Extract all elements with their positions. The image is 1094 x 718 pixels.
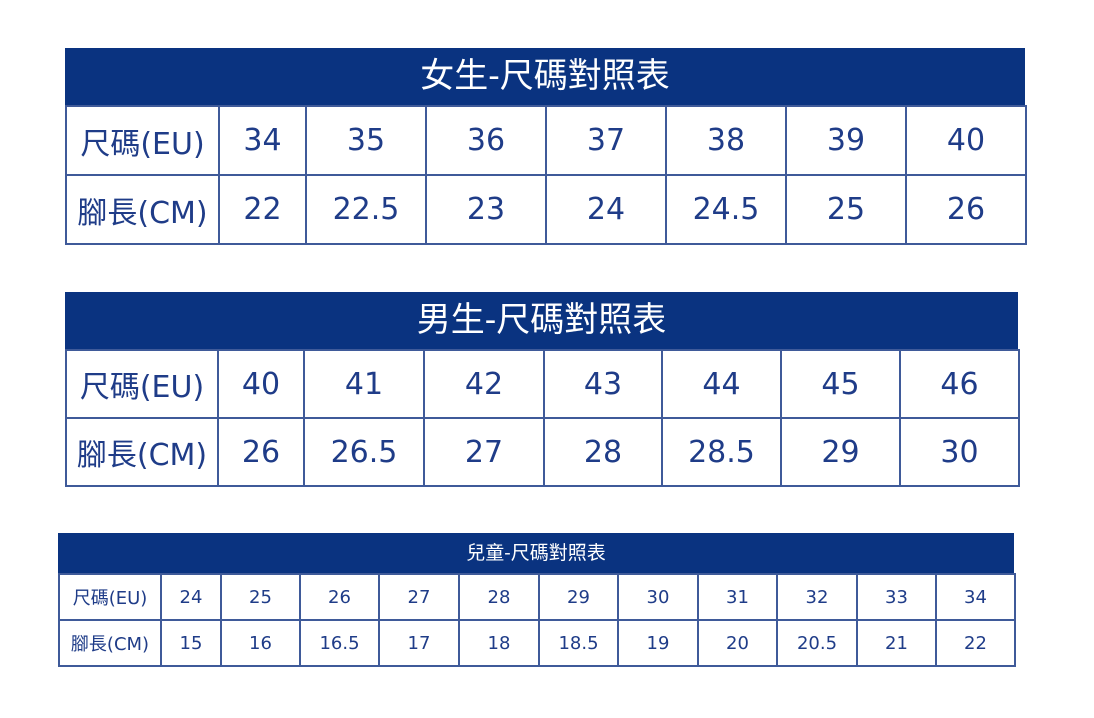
foot-length-cell: 16 bbox=[220, 619, 301, 667]
foot-length-cell: 26 bbox=[905, 174, 1027, 245]
chart-title: 兒童-尺碼對照表 bbox=[58, 533, 1014, 573]
size-cell: 39 bbox=[785, 105, 907, 176]
size-cell: 40 bbox=[905, 105, 1027, 176]
foot-length-cell: 26 bbox=[217, 417, 305, 487]
size-cell: 35 bbox=[305, 105, 427, 176]
size-cell: 43 bbox=[543, 349, 663, 419]
size-cell: 40 bbox=[217, 349, 305, 419]
foot-length-cell: 28.5 bbox=[661, 417, 782, 487]
foot-length-cell: 24.5 bbox=[665, 174, 787, 245]
foot-length-row: 腳長(CM) 22 22.5 23 24 24.5 25 26 bbox=[65, 174, 1027, 245]
size-table: 尺碼(EU) 40 41 42 43 44 45 46 腳長(CM) 26 26.5 27 28 28.5… bbox=[65, 349, 1020, 487]
foot-length-cell: 27 bbox=[423, 417, 545, 487]
size-cell: 30 bbox=[617, 573, 699, 621]
foot-length-cell: 15 bbox=[160, 619, 222, 667]
size-cell: 44 bbox=[661, 349, 782, 419]
size-cell: 25 bbox=[220, 573, 301, 621]
size-cell: 38 bbox=[665, 105, 787, 176]
foot-length-cell: 23 bbox=[425, 174, 547, 245]
row-label: 腳長(CM) bbox=[65, 417, 219, 487]
size-table: 尺碼(EU) 34 35 36 37 38 39 40 腳長(CM) 22 22.5 23 24 24.5… bbox=[65, 105, 1027, 245]
foot-length-cell: 28 bbox=[543, 417, 663, 487]
size-cell: 45 bbox=[780, 349, 901, 419]
size-cell: 29 bbox=[538, 573, 619, 621]
foot-length-cell: 25 bbox=[785, 174, 907, 245]
size-cell: 26 bbox=[299, 573, 380, 621]
size-cell: 42 bbox=[423, 349, 545, 419]
chart-title: 男生-尺碼對照表 bbox=[65, 292, 1018, 349]
size-row: 尺碼(EU) 34 35 36 37 38 39 40 bbox=[65, 105, 1027, 176]
size-table: 尺碼(EU) 24 25 26 27 28 29 30 31 32 33 34 腳長(CM) 15 16 16… bbox=[58, 573, 1016, 667]
size-cell: 27 bbox=[378, 573, 460, 621]
foot-length-cell: 21 bbox=[856, 619, 937, 667]
foot-length-cell: 18.5 bbox=[538, 619, 619, 667]
size-cell: 36 bbox=[425, 105, 547, 176]
size-cell: 31 bbox=[697, 573, 778, 621]
foot-length-cell: 22.5 bbox=[305, 174, 427, 245]
row-label: 尺碼(EU) bbox=[65, 349, 219, 419]
foot-length-row: 腳長(CM) 15 16 16.5 17 18 18.5 19 20 20.5 21 22 bbox=[58, 619, 1016, 667]
foot-length-cell: 30 bbox=[899, 417, 1020, 487]
foot-length-cell: 22 bbox=[935, 619, 1016, 667]
foot-length-cell: 19 bbox=[617, 619, 699, 667]
foot-length-cell: 22 bbox=[218, 174, 307, 245]
women-size-chart: 女生-尺碼對照表 尺碼(EU) 34 35 36 37 38 39 40 腳長(CM) 22 22.… bbox=[65, 48, 1027, 245]
foot-length-cell: 26.5 bbox=[303, 417, 425, 487]
size-cell: 33 bbox=[856, 573, 937, 621]
size-cell: 41 bbox=[303, 349, 425, 419]
size-cell: 24 bbox=[160, 573, 222, 621]
size-cell: 28 bbox=[458, 573, 540, 621]
foot-length-cell: 16.5 bbox=[299, 619, 380, 667]
size-cell: 34 bbox=[218, 105, 307, 176]
foot-length-cell: 24 bbox=[545, 174, 667, 245]
foot-length-cell: 17 bbox=[378, 619, 460, 667]
size-row: 尺碼(EU) 40 41 42 43 44 45 46 bbox=[65, 349, 1020, 419]
size-row: 尺碼(EU) 24 25 26 27 28 29 30 31 32 33 34 bbox=[58, 573, 1016, 621]
row-label: 腳長(CM) bbox=[58, 619, 162, 667]
kids-size-chart: 兒童-尺碼對照表 尺碼(EU) 24 25 26 27 28 29 30 31 32 33 34 腳長(… bbox=[58, 533, 1016, 667]
row-label: 尺碼(EU) bbox=[65, 105, 220, 176]
foot-length-cell: 20.5 bbox=[776, 619, 858, 667]
size-cell: 37 bbox=[545, 105, 667, 176]
size-cell: 32 bbox=[776, 573, 858, 621]
size-cell: 34 bbox=[935, 573, 1016, 621]
row-label: 尺碼(EU) bbox=[58, 573, 162, 621]
foot-length-cell: 29 bbox=[780, 417, 901, 487]
row-label: 腳長(CM) bbox=[65, 174, 220, 245]
foot-length-cell: 18 bbox=[458, 619, 540, 667]
chart-title: 女生-尺碼對照表 bbox=[65, 48, 1025, 105]
size-cell: 46 bbox=[899, 349, 1020, 419]
foot-length-cell: 20 bbox=[697, 619, 778, 667]
foot-length-row: 腳長(CM) 26 26.5 27 28 28.5 29 30 bbox=[65, 417, 1020, 487]
men-size-chart: 男生-尺碼對照表 尺碼(EU) 40 41 42 43 44 45 46 腳長(CM) 26 26.… bbox=[65, 292, 1020, 487]
